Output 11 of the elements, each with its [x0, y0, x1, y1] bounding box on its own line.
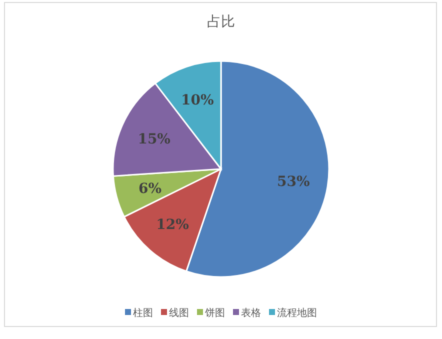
legend-label: 饼图: [204, 307, 225, 319]
data-label: 6%: [138, 181, 162, 198]
data-label: 10%: [180, 92, 214, 108]
legend-label: 表格: [241, 307, 261, 319]
chart-title: 占比: [207, 14, 235, 30]
legend-label: 柱图: [133, 307, 153, 319]
data-label: 12%: [156, 217, 189, 234]
data-label: 53%: [277, 174, 310, 190]
legend-label: 线图: [169, 307, 189, 319]
legend-label: 流程地图: [277, 307, 317, 319]
data-label: 15%: [138, 132, 171, 148]
